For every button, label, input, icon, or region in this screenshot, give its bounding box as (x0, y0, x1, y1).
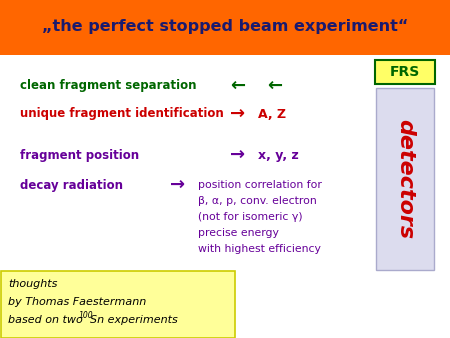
Text: decay radiation: decay radiation (20, 178, 123, 192)
Text: ←: ← (267, 77, 283, 95)
Text: Sn experiments: Sn experiments (90, 315, 178, 325)
Text: ←: ← (230, 77, 246, 95)
Text: (not for isomeric γ): (not for isomeric γ) (198, 212, 302, 222)
Text: with highest efficiency: with highest efficiency (198, 244, 321, 254)
Text: thoughts: thoughts (8, 279, 58, 289)
Text: FRS: FRS (390, 65, 420, 79)
Text: A, Z: A, Z (258, 107, 286, 121)
Text: detectors: detectors (395, 119, 415, 239)
FancyBboxPatch shape (376, 88, 434, 270)
Text: based on two: based on two (8, 315, 86, 325)
Text: fragment position: fragment position (20, 148, 139, 162)
FancyBboxPatch shape (0, 55, 450, 338)
Text: clean fragment separation: clean fragment separation (20, 79, 197, 93)
FancyBboxPatch shape (1, 271, 235, 338)
FancyBboxPatch shape (375, 60, 435, 84)
Text: →: → (171, 176, 185, 194)
Text: →: → (230, 146, 246, 164)
Text: „the perfect stopped beam experiment“: „the perfect stopped beam experiment“ (42, 20, 408, 34)
FancyBboxPatch shape (0, 0, 450, 55)
Text: 100: 100 (79, 312, 94, 320)
Text: by Thomas Faestermann: by Thomas Faestermann (8, 297, 146, 307)
Text: unique fragment identification: unique fragment identification (20, 107, 224, 121)
Text: precise energy: precise energy (198, 228, 279, 238)
Text: position correlation for: position correlation for (198, 180, 322, 190)
Text: x, y, z: x, y, z (258, 148, 299, 162)
Text: →: → (230, 105, 246, 123)
Text: β, α, p, conv. electron: β, α, p, conv. electron (198, 196, 317, 206)
